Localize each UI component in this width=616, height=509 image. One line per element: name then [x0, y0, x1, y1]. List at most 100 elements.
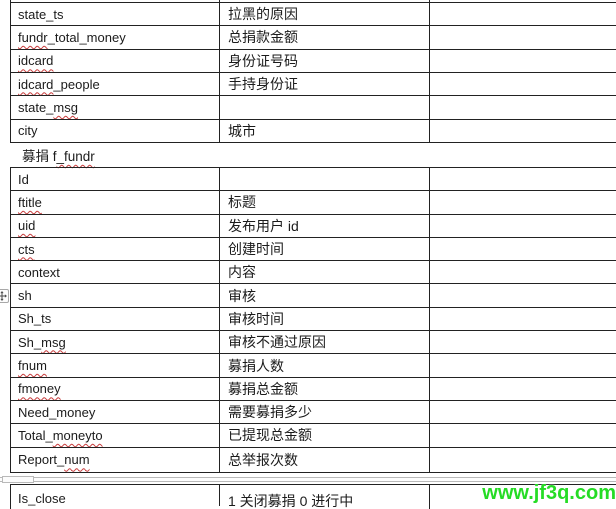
- description-cell[interactable]: 拉黑的原因: [220, 3, 430, 26]
- field-name-cell[interactable]: context: [11, 261, 220, 284]
- description-cell[interactable]: 总举报次数: [220, 447, 430, 473]
- misspelled-word: fundr: [18, 29, 48, 45]
- description-cell[interactable]: 审核不通过原因: [220, 331, 430, 354]
- field-name-cell[interactable]: Need_money: [11, 400, 220, 424]
- field-name-cell[interactable]: fundr _total_money: [11, 26, 220, 49]
- description-cell[interactable]: 手持身份证: [220, 72, 430, 96]
- description-text: 城市: [228, 122, 256, 139]
- empty-value-cell[interactable]: [430, 96, 616, 118]
- field-name-cell[interactable]: uid: [11, 214, 220, 237]
- description-cell[interactable]: [220, 96, 430, 119]
- field-name-cell[interactable]: Sh_ts: [11, 307, 220, 331]
- empty-value-cell[interactable]: [430, 354, 616, 376]
- empty-value-cell[interactable]: [430, 26, 616, 48]
- watermark-text: www.jf3q.com: [482, 482, 616, 504]
- description-cell[interactable]: 发布用户 id: [220, 214, 430, 237]
- text-segment: _people: [53, 76, 100, 92]
- schema-table-fundraise-fields: Id ftitle 标题 uid 发布用户 id cts 创建时间 context 内容 sh 审核…: [10, 167, 616, 474]
- table-row: context 内容: [10, 261, 616, 285]
- empty-value-cell[interactable]: [430, 401, 616, 423]
- field-name-cell[interactable]: Id: [11, 168, 220, 191]
- description-cell[interactable]: 身份证号码: [220, 49, 430, 72]
- table-row: uid 发布用户 id: [10, 214, 616, 238]
- table-row: Is_close 1 关闭募捐 0 进行中: [10, 485, 616, 509]
- description-cell[interactable]: 1 关闭募捐 0 进行中: [220, 485, 430, 509]
- table-row: Report_ num 总举报次数: [10, 447, 616, 474]
- field-name-cell[interactable]: idcard: [11, 49, 220, 72]
- section-heading-fundraise-table[interactable]: 募捐 f_fundr: [0, 143, 616, 303]
- schema-table-bottom-fields: Is_close 1 关闭募捐 0 进行中: [10, 484, 616, 509]
- schema-table-user-fields: state_ts 拉黑的原因 fundr _total_money 总捐款金额 idcar…: [10, 0, 616, 143]
- empty-value-cell[interactable]: [430, 238, 616, 260]
- description-text: 1 关闭募捐 0 进行中: [228, 493, 354, 509]
- description-text: 身份证号码: [228, 52, 298, 69]
- empty-value-cell[interactable]: [430, 73, 616, 95]
- description-text: 已提现总金额: [228, 427, 312, 444]
- field-name-cell[interactable]: idcard _people: [11, 72, 220, 96]
- field-name-cell[interactable]: Total_ moneyto: [11, 424, 220, 447]
- misspelled-word: fmoney: [18, 381, 61, 397]
- table-row: ftitle 标题: [10, 191, 616, 215]
- description-text: 需要募捐多少: [228, 404, 312, 421]
- empty-value-cell[interactable]: [430, 3, 616, 25]
- text-segment: state_: [18, 99, 54, 115]
- field-name-cell[interactable]: state_ts: [11, 3, 220, 26]
- description-cell[interactable]: 募捐总金额: [220, 377, 430, 400]
- table-row: fnum 募捐人数: [10, 354, 616, 378]
- empty-value-cell[interactable]: [430, 308, 616, 330]
- description-text: 总举报次数: [228, 451, 298, 468]
- section-heading-text: 募捐 f_fundr: [22, 145, 95, 165]
- description-text: 总捐款金额: [228, 29, 298, 46]
- misspelled-word: _fundr: [56, 149, 95, 164]
- description-cell[interactable]: 募捐人数: [220, 354, 430, 377]
- field-name-cell[interactable]: Is_close: [11, 485, 220, 506]
- description-text: 募捐人数: [228, 357, 284, 374]
- empty-value-cell[interactable]: [430, 0, 616, 2]
- description-cell[interactable]: 总捐款金额: [220, 26, 430, 49]
- empty-value-cell[interactable]: [430, 284, 616, 306]
- empty-value-cell[interactable]: [430, 261, 616, 283]
- misspelled-word: msg: [53, 99, 78, 115]
- field-name-cell[interactable]: Sh_ msg: [11, 331, 220, 354]
- text-segment: Is_close: [18, 491, 66, 506]
- empty-value-cell[interactable]: [430, 331, 616, 353]
- table-row: sh 审核: [10, 284, 616, 308]
- text-segment: Report_: [18, 452, 65, 468]
- description-cell[interactable]: 审核时间: [220, 307, 430, 331]
- description-text: 标题: [228, 194, 256, 211]
- description-cell[interactable]: 城市: [220, 119, 430, 142]
- field-name-cell[interactable]: sh: [11, 284, 220, 307]
- field-name-cell[interactable]: ftitle: [11, 191, 220, 214]
- empty-value-cell[interactable]: [430, 424, 616, 446]
- empty-value-cell[interactable]: [430, 168, 616, 190]
- description-text: 募捐总金额: [228, 380, 298, 397]
- description-cell[interactable]: 内容: [220, 261, 430, 284]
- description-cell[interactable]: [220, 168, 430, 191]
- table-move-handle-icon[interactable]: [0, 289, 9, 303]
- field-name-cell[interactable]: cts: [11, 237, 220, 261]
- misspelled-word: fnum: [18, 358, 47, 374]
- empty-value-cell[interactable]: [430, 50, 616, 72]
- field-name-cell[interactable]: Report_ num: [11, 447, 220, 473]
- field-name-cell[interactable]: [11, 0, 220, 2]
- empty-value-cell[interactable]: [430, 120, 616, 142]
- description-cell[interactable]: 已提现总金额: [220, 424, 430, 447]
- field-name-cell[interactable]: city: [11, 119, 220, 142]
- empty-value-cell[interactable]: [430, 215, 616, 237]
- empty-value-cell[interactable]: [430, 378, 616, 400]
- description-text: 审核不通过原因: [228, 334, 326, 351]
- description-cell[interactable]: 标题: [220, 191, 430, 214]
- description-cell[interactable]: 审核: [220, 284, 430, 307]
- empty-value-cell[interactable]: [430, 191, 616, 213]
- field-name-cell[interactable]: fnum: [11, 354, 220, 377]
- description-cell[interactable]: 需要募捐多少: [220, 400, 430, 424]
- empty-value-cell[interactable]: [430, 448, 616, 473]
- table-row: idcard 身份证号码: [10, 49, 616, 73]
- description-cell[interactable]: 创建时间: [220, 237, 430, 261]
- misspelled-word: uid: [18, 218, 36, 234]
- field-name-cell[interactable]: state_ msg: [11, 96, 220, 119]
- description-cell[interactable]: [220, 0, 430, 2]
- field-name-cell[interactable]: fmoney: [11, 377, 220, 400]
- description-text: 发布用户 id: [228, 217, 299, 234]
